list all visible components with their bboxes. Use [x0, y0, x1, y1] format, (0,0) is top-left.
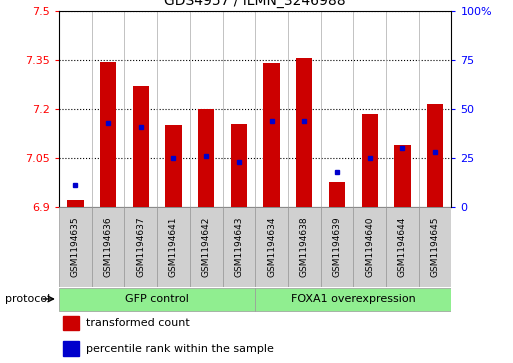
Bar	[63, 316, 78, 330]
Bar	[394, 145, 410, 207]
Text: GSM1194635: GSM1194635	[71, 216, 80, 277]
Bar	[255, 207, 288, 287]
Text: GSM1194634: GSM1194634	[267, 216, 276, 277]
Bar	[255, 288, 451, 311]
Text: GSM1194641: GSM1194641	[169, 216, 178, 277]
Text: percentile rank within the sample: percentile rank within the sample	[87, 343, 274, 354]
Bar	[100, 61, 116, 207]
Bar	[223, 207, 255, 287]
Bar	[353, 207, 386, 287]
Bar	[296, 58, 312, 207]
Bar	[321, 207, 353, 287]
Text: GSM1194636: GSM1194636	[104, 216, 112, 277]
Bar	[157, 207, 190, 287]
Text: GSM1194642: GSM1194642	[202, 216, 211, 277]
Bar	[362, 114, 378, 207]
Bar	[288, 207, 321, 287]
Bar	[263, 63, 280, 207]
Bar	[419, 207, 451, 287]
Text: GSM1194645: GSM1194645	[430, 216, 440, 277]
Bar	[124, 207, 157, 287]
Bar	[92, 207, 125, 287]
Text: FOXA1 overexpression: FOXA1 overexpression	[291, 294, 416, 304]
Text: protocol: protocol	[5, 294, 50, 304]
Text: GSM1194643: GSM1194643	[234, 216, 243, 277]
Bar	[198, 109, 214, 207]
Text: GSM1194644: GSM1194644	[398, 216, 407, 277]
Text: GSM1194640: GSM1194640	[365, 216, 374, 277]
Bar	[67, 200, 84, 207]
Bar	[59, 288, 255, 311]
Text: GFP control: GFP control	[125, 294, 189, 304]
Title: GDS4957 / ILMN_3246988: GDS4957 / ILMN_3246988	[164, 0, 346, 8]
Text: GSM1194637: GSM1194637	[136, 216, 145, 277]
Bar	[132, 86, 149, 207]
Bar	[231, 123, 247, 207]
Text: GSM1194638: GSM1194638	[300, 216, 309, 277]
Text: transformed count: transformed count	[87, 318, 190, 328]
Bar	[329, 183, 345, 207]
Bar	[386, 207, 419, 287]
Bar	[427, 104, 443, 207]
Text: GSM1194639: GSM1194639	[332, 216, 342, 277]
Bar	[63, 342, 78, 356]
Bar	[165, 125, 182, 207]
Bar	[59, 207, 92, 287]
Bar	[190, 207, 223, 287]
